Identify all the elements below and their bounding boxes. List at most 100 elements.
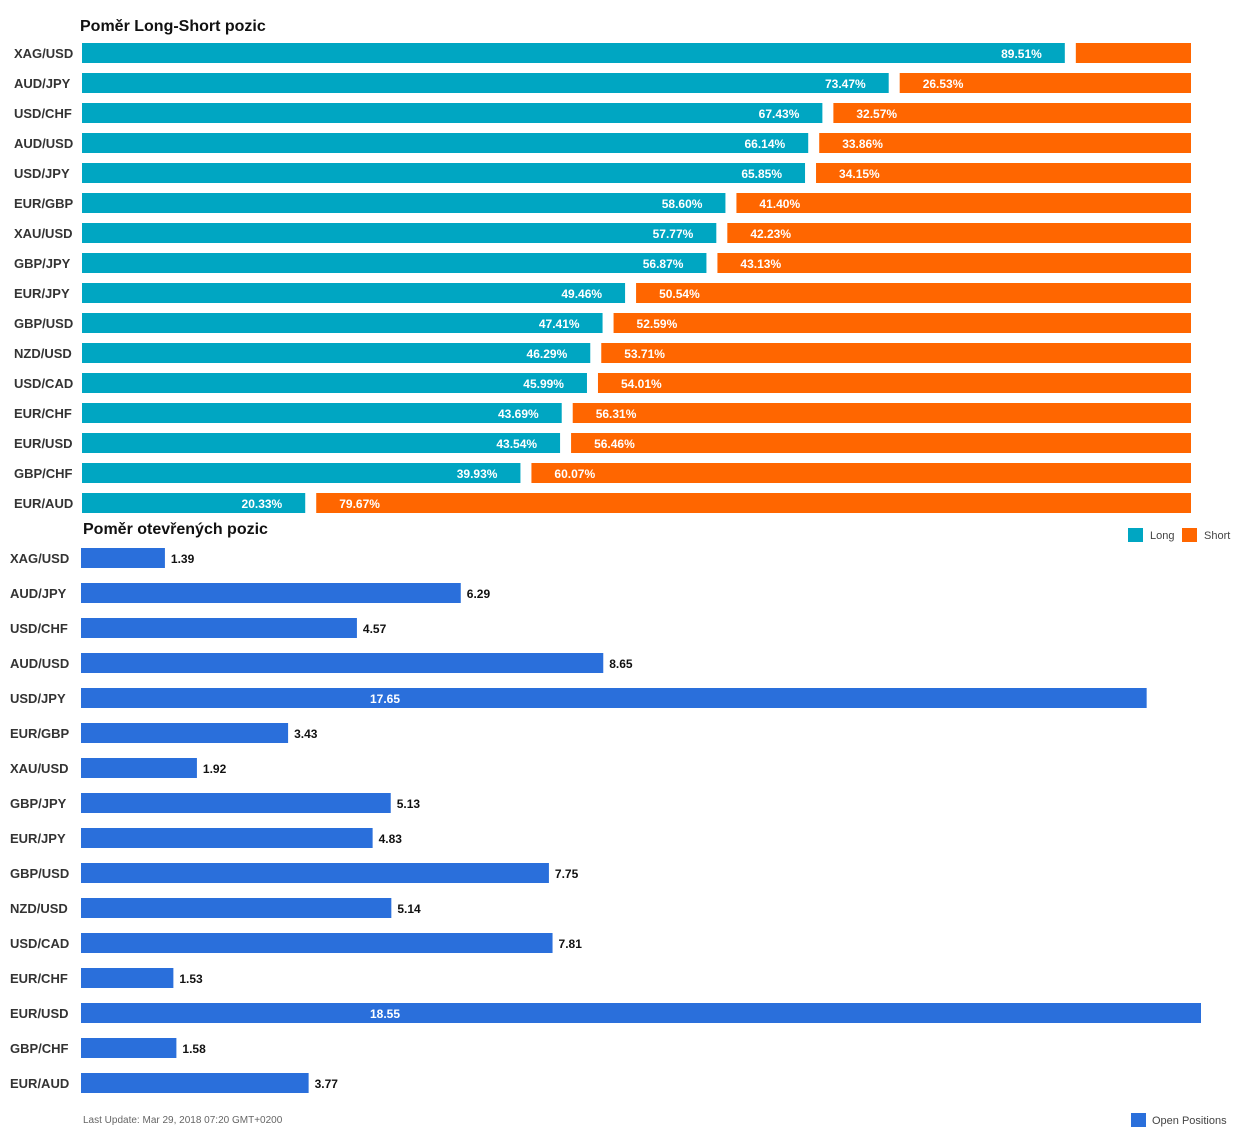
- open-positions-value-usd-chf: 4.57: [363, 622, 387, 636]
- category-label-eur-jpy: EUR/JPY: [14, 286, 70, 301]
- legend-long-swatch: [1128, 528, 1143, 542]
- short-value-label-usd-jpy: 34.15%: [839, 167, 880, 181]
- short-value-label-eur-aud: 79.67%: [339, 497, 380, 511]
- open-positions-value-usd-cad: 7.81: [559, 937, 583, 951]
- short-bar-usd-jpy: [816, 163, 1191, 183]
- long-bar-eur-gbp: [82, 193, 726, 213]
- short-value-label-gbp-jpy: 43.13%: [740, 257, 781, 271]
- long-short-chart-title: Poměr Long-Short pozic: [80, 18, 266, 35]
- long-value-label-gbp-usd: 47.41%: [539, 317, 580, 331]
- long-value-label-xag-usd: 89.51%: [1001, 47, 1042, 61]
- long-value-label-aud-jpy: 73.47%: [825, 77, 866, 91]
- open-positions-bar-eur-usd: [81, 1003, 1201, 1023]
- category-label-usd-jpy: USD/JPY: [14, 166, 70, 181]
- category-label-usd-chf: USD/CHF: [14, 106, 72, 121]
- long-bar-aud-usd: [82, 133, 809, 153]
- open-positions-bar-aud-usd: [81, 653, 604, 673]
- long-bar-gbp-chf: [82, 463, 521, 483]
- open-positions-value-aud-jpy: 6.29: [467, 587, 491, 601]
- open-positions-bar-gbp-usd: [81, 863, 549, 883]
- category-label-usd-cad: USD/CAD: [14, 376, 73, 391]
- short-value-label-gbp-chf: 60.07%: [554, 467, 595, 481]
- short-bar-usd-chf: [833, 103, 1191, 123]
- category-label-aud-usd: AUD/USD: [14, 136, 73, 151]
- open-positions-bar-eur-jpy: [81, 828, 373, 848]
- short-bar-xag-usd: [1075, 43, 1191, 63]
- open-positions-value-xag-usd: 1.39: [171, 552, 195, 566]
- short-value-label-eur-chf: 56.31%: [596, 407, 637, 421]
- long-value-label-gbp-chf: 39.93%: [457, 467, 498, 481]
- category-label-eur-gbp: EUR/GBP: [14, 196, 74, 211]
- open-category-label-eur-gbp: EUR/GBP: [10, 726, 70, 741]
- open-category-label-aud-usd: AUD/USD: [10, 656, 69, 671]
- open-category-label-xau-usd: XAU/USD: [10, 761, 69, 776]
- open-category-label-eur-chf: EUR/CHF: [10, 971, 68, 986]
- short-value-label-nzd-usd: 53.71%: [624, 347, 665, 361]
- category-label-nzd-usd: NZD/USD: [14, 346, 72, 361]
- open-positions-value-gbp-usd: 7.75: [555, 867, 579, 881]
- long-bar-gbp-jpy: [82, 253, 707, 273]
- long-bar-usd-jpy: [82, 163, 806, 183]
- category-label-xag-usd: XAG/USD: [14, 46, 73, 61]
- short-bar-eur-chf: [572, 403, 1191, 423]
- open-positions-bar-aud-jpy: [81, 583, 461, 603]
- open-positions-value-aud-usd: 8.65: [609, 657, 633, 671]
- open-category-label-usd-cad: USD/CAD: [10, 936, 69, 951]
- legend-open-positions-label: Open Positions: [1152, 1115, 1227, 1127]
- open-positions-bar-gbp-chf: [81, 1038, 177, 1058]
- category-label-gbp-usd: GBP/USD: [14, 316, 73, 331]
- short-value-label-aud-jpy: 26.53%: [923, 77, 964, 91]
- long-bar-aud-jpy: [82, 73, 889, 93]
- category-label-eur-aud: EUR/AUD: [14, 496, 73, 511]
- long-value-label-eur-gbp: 58.60%: [662, 197, 703, 211]
- long-bar-eur-usd: [82, 433, 561, 453]
- open-category-label-nzd-usd: NZD/USD: [10, 901, 68, 916]
- short-bar-xau-usd: [727, 223, 1191, 243]
- short-value-label-gbp-usd: 52.59%: [637, 317, 678, 331]
- long-value-label-nzd-usd: 46.29%: [527, 347, 568, 361]
- short-value-label-eur-gbp: 41.40%: [759, 197, 800, 211]
- open-category-label-gbp-usd: GBP/USD: [10, 866, 69, 881]
- open-category-label-gbp-jpy: GBP/JPY: [10, 796, 67, 811]
- legend-short-label: Short: [1204, 530, 1230, 542]
- short-value-label-aud-usd: 33.86%: [842, 137, 883, 151]
- long-value-label-eur-jpy: 49.46%: [561, 287, 602, 301]
- open-positions-bars: XAG/USD 1.39 AUD/JPY 6.29 USD/CHF 4.57 AUD/USD…: [10, 548, 1201, 1093]
- open-positions-value-gbp-jpy: 5.13: [397, 797, 421, 811]
- short-bar-gbp-usd: [613, 313, 1191, 333]
- open-positions-bar-eur-gbp: [81, 723, 289, 743]
- long-value-label-eur-usd: 43.54%: [496, 437, 537, 451]
- legend-open-positions-swatch: [1131, 1113, 1146, 1127]
- short-bar-eur-gbp: [736, 193, 1191, 213]
- open-positions-value-eur-gbp: 3.43: [294, 727, 318, 741]
- long-value-label-aud-usd: 66.14%: [745, 137, 786, 151]
- open-positions-value-eur-usd: 18.55: [370, 1007, 400, 1021]
- short-value-label-usd-cad: 54.01%: [621, 377, 662, 391]
- short-bar-nzd-usd: [601, 343, 1191, 363]
- open-category-label-eur-usd: EUR/USD: [10, 1006, 69, 1021]
- long-value-label-eur-chf: 43.69%: [498, 407, 539, 421]
- open-positions-bar-gbp-jpy: [81, 793, 391, 813]
- long-value-label-gbp-jpy: 56.87%: [643, 257, 684, 271]
- legend-long-label: Long: [1150, 530, 1174, 542]
- category-label-xau-usd: XAU/USD: [14, 226, 73, 241]
- category-label-aud-jpy: AUD/JPY: [14, 76, 71, 91]
- long-bar-eur-chf: [82, 403, 562, 423]
- short-value-label-xau-usd: 42.23%: [750, 227, 791, 241]
- category-label-gbp-jpy: GBP/JPY: [14, 256, 71, 271]
- open-positions-bar-usd-chf: [81, 618, 357, 638]
- open-positions-bar-xag-usd: [81, 548, 165, 568]
- long-value-label-usd-jpy: 65.85%: [741, 167, 782, 181]
- short-bar-aud-jpy: [899, 73, 1191, 93]
- open-category-label-usd-chf: USD/CHF: [10, 621, 68, 636]
- open-positions-bar-xau-usd: [81, 758, 197, 778]
- long-bar-usd-chf: [82, 103, 823, 123]
- category-label-gbp-chf: GBP/CHF: [14, 466, 73, 481]
- open-positions-chart-title: Poměr otevřených pozic: [83, 521, 268, 538]
- open-category-label-eur-aud: EUR/AUD: [10, 1076, 69, 1091]
- category-label-eur-usd: EUR/USD: [14, 436, 73, 451]
- long-bar-xag-usd: [82, 43, 1065, 63]
- open-positions-value-eur-chf: 1.53: [179, 972, 203, 986]
- open-positions-value-eur-aud: 3.77: [315, 1077, 339, 1091]
